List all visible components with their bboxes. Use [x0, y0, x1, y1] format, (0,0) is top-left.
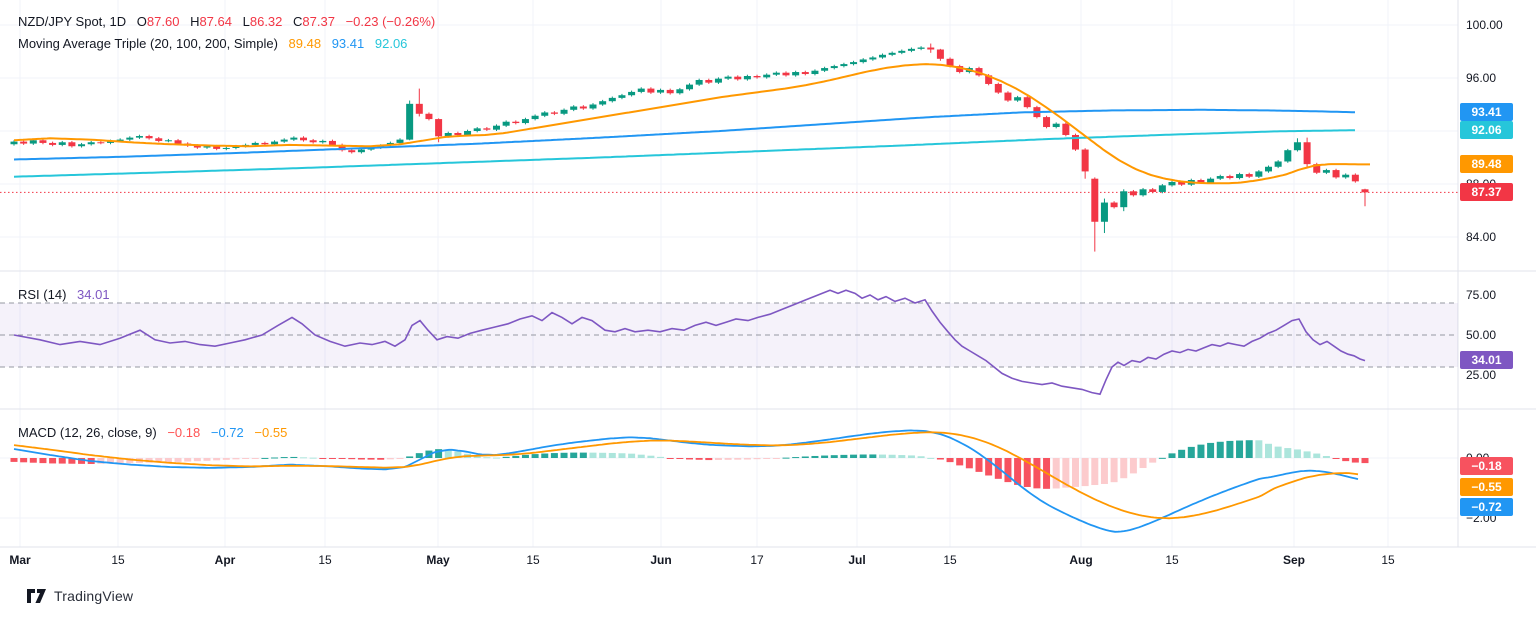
macd-hist-value: −0.18 — [167, 425, 201, 440]
time-axis-label: 15 — [318, 553, 332, 567]
rsi-badge: 34.01 — [1460, 351, 1513, 369]
time-axis-label: 15 — [943, 553, 957, 567]
symbol-title[interactable]: NZD/JPY Spot, 1D — [18, 14, 127, 29]
time-axis-label: 17 — [750, 553, 764, 567]
symbol-legend[interactable]: NZD/JPY Spot, 1D O87.60 H87.64 L86.32 C8… — [18, 14, 435, 29]
ohlc-close: C87.37 — [293, 14, 335, 29]
macd-line-badge: −0.72 — [1460, 498, 1513, 516]
macd-hist-badge: −0.18 — [1460, 457, 1513, 475]
time-axis-label: 15 — [526, 553, 540, 567]
ma-legend-label[interactable]: Moving Average Triple (20, 100, 200, Sim… — [18, 36, 278, 51]
ma-indicator-legend[interactable]: Moving Average Triple (20, 100, 200, Sim… — [18, 36, 407, 51]
sma20-badge: 89.48 — [1460, 155, 1513, 173]
price-axis-label: 96.00 — [1466, 71, 1497, 85]
sma200-badge: 92.06 — [1460, 121, 1513, 139]
sma100-badge: 93.41 — [1460, 103, 1513, 121]
macd-line-value: −0.72 — [210, 425, 244, 440]
price-change: −0.23 (−0.26%) — [345, 14, 436, 29]
time-axis-label: Mar — [9, 553, 31, 567]
time-axis-label: Aug — [1069, 553, 1093, 567]
price-axis-label: 100.00 — [1466, 18, 1503, 32]
time-axis-label: 15 — [1381, 553, 1395, 567]
rsi-axis-label: 75.00 — [1466, 288, 1497, 302]
macd-legend-label[interactable]: MACD (12, 26, close, 9) — [18, 425, 157, 440]
price-axis-label: 84.00 — [1466, 230, 1497, 244]
tradingview-logo-icon — [27, 588, 46, 603]
macd-signal-value: −0.55 — [254, 425, 288, 440]
sma100-value: 93.41 — [331, 36, 365, 51]
last-price-badge: 87.37 — [1460, 183, 1513, 201]
time-axis-label: 15 — [111, 553, 125, 567]
tradingview-logo-text: TradingView — [54, 588, 134, 604]
time-axis-label: 15 — [1165, 553, 1179, 567]
rsi-legend-label[interactable]: RSI (14) — [18, 287, 67, 302]
tradingview-logo[interactable]: TradingView — [27, 588, 133, 604]
rsi-axis-label: 25.00 — [1466, 368, 1497, 382]
rsi-value: 34.01 — [77, 287, 110, 302]
sma20-value: 89.48 — [288, 36, 322, 51]
macd-signal-badge: −0.55 — [1460, 478, 1513, 496]
time-axis-label: Jul — [848, 553, 866, 567]
time-axis-label: Apr — [214, 553, 236, 567]
time-axis-label: May — [426, 553, 450, 567]
ohlc-open: O87.60 — [136, 14, 180, 29]
ohlc-high: H87.64 — [190, 14, 232, 29]
ohlc-low: L86.32 — [242, 14, 283, 29]
rsi-indicator-legend[interactable]: RSI (14) 34.01 — [18, 287, 110, 302]
chart-canvas[interactable] — [0, 0, 1536, 576]
macd-indicator-legend[interactable]: MACD (12, 26, close, 9) −0.18 −0.72 −0.5… — [18, 425, 287, 440]
time-axis-label: Jun — [650, 553, 672, 567]
sma200-value: 92.06 — [374, 36, 408, 51]
rsi-axis-label: 50.00 — [1466, 328, 1497, 342]
time-axis-label: Sep — [1282, 553, 1306, 567]
